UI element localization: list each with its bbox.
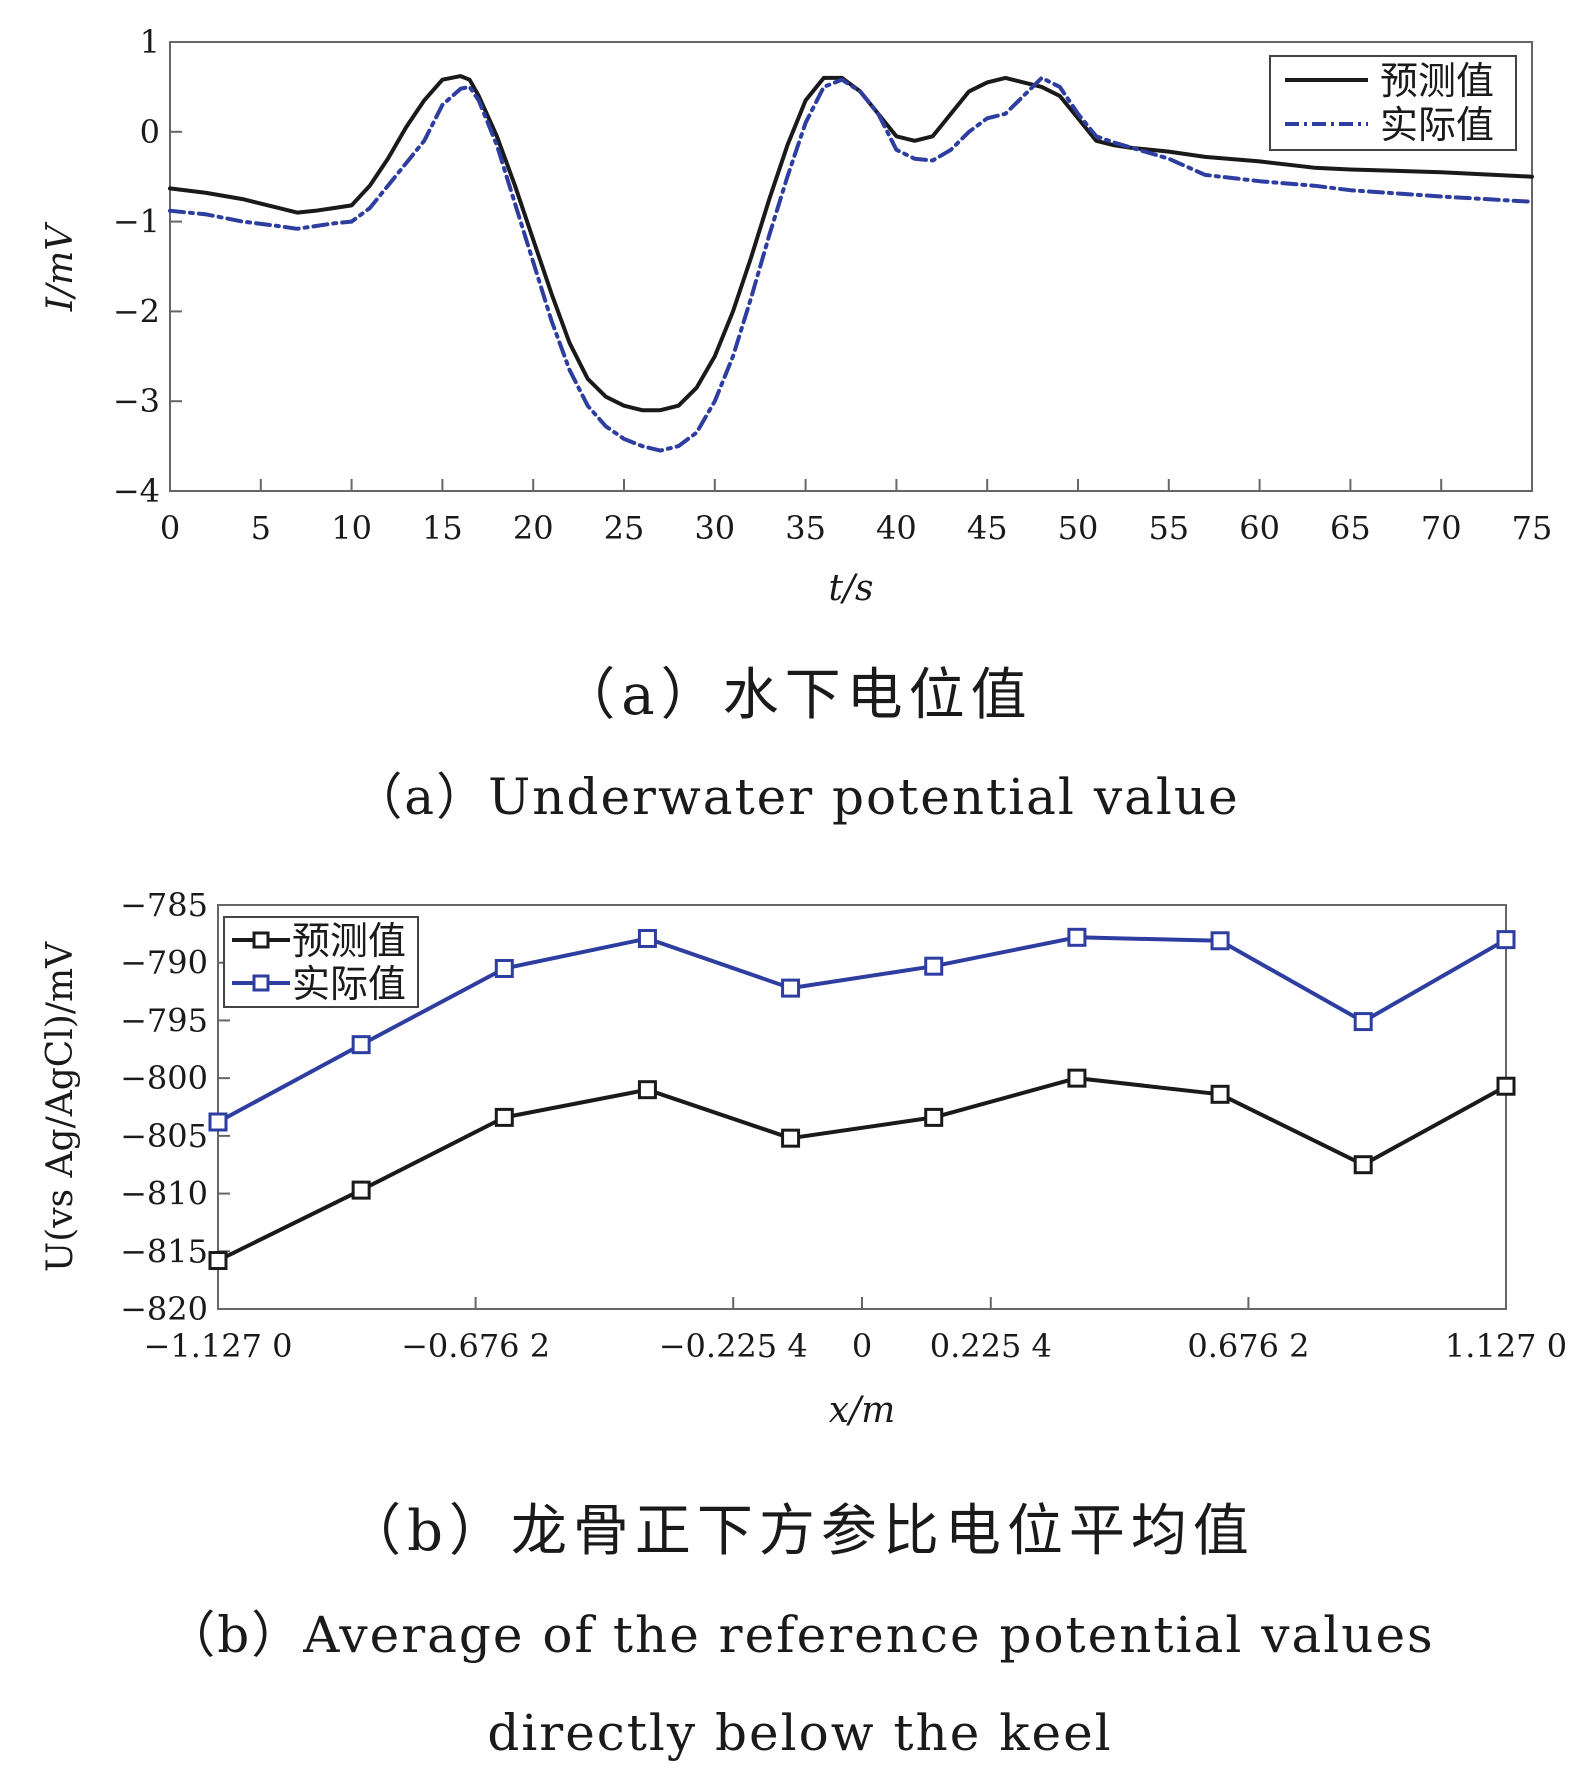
chart-b-data-point-actual [1353,1012,1373,1032]
chart-b-y-tick-label: −805 [120,1117,208,1155]
chart-a-x-tick-label: 70 [1421,509,1462,547]
chart-b-legend-label-predicted: 预测值 [292,919,406,963]
chart-a-caption-en: （a）Underwater potential value [352,768,1239,826]
chart-b-series-line-predicted [216,1076,1508,1263]
chart-a-x-tick-label: 20 [513,509,554,547]
chart-b-series-line-actual [216,935,1508,1124]
chart-a-x-tick-label: 60 [1239,509,1280,547]
chart-a-x-tick-label: 75 [1512,509,1553,547]
chart-b-data-point-predicted [1496,1076,1516,1096]
chart-b-x-axis-label: x/m [829,1390,896,1431]
chart-a-series-line-actual [168,75,1534,453]
chart-b-data-point-actual [351,1035,371,1055]
chart-b-y-tick-label: −815 [120,1232,208,1270]
chart-a-x-tick-label: 50 [1058,509,1099,547]
chart-b-y-tick-label: −800 [120,1059,208,1097]
chart-b-data-point-actual [924,956,944,976]
chart-a-series-line-predicted [168,74,1534,413]
chart-b-data-point-actual [1067,927,1087,947]
chart-b-x-tick-label: 0 [852,1327,872,1365]
chart-b-data-point-actual [637,928,657,948]
chart-b-data-point-predicted [1353,1155,1373,1175]
chart-a-x-tick-label: 10 [331,509,372,547]
chart-a-ticks [169,41,1533,492]
chart-b-y-tick-label: −795 [120,1001,208,1039]
chart-a-x-tick-label: 30 [694,509,735,547]
chart-a-y-tick-label: 0 [140,113,160,151]
chart-a-series-lines [168,74,1534,453]
chart-a-y-tick-label: −4 [113,472,160,510]
chart-b-x-tick-label: −1.127 0 [144,1327,293,1365]
chart-b-x-tick-label: 1.127 0 [1445,1327,1567,1365]
chart-b-y-tick-labels: −785 −790 −795 −800 −805 −810 −815 −820 [120,886,208,1328]
chart-b-data-point-predicted [1067,1068,1087,1088]
chart-b-legend-marker-predicted [252,931,270,949]
chart-a-legend-label-predicted: 预测值 [1380,59,1494,103]
chart-a-y-tick-labels: 1 0 −1 −2 −3 −4 [113,23,160,510]
chart-b-caption-zh: （b）龙骨正下方参比电位平均值 [345,1499,1255,1564]
chart-a-y-tick-label: −1 [113,203,160,241]
chart-a-x-tick-label: 40 [876,509,917,547]
chart-a-x-tick-labels: 0 5 10 15 20 25 30 35 40 45 50 55 60 65 70 75 [160,509,1553,547]
chart-a-plot-frame [169,41,1533,492]
chart-a-x-tick-label: 5 [251,509,271,547]
chart-a-x-tick-label: 15 [422,509,463,547]
chart-b-series-lines [208,927,1516,1271]
chart-b-x-tick-label: −0.225 4 [659,1327,808,1365]
chart-b-data-point-actual [494,958,514,978]
chart-a-underwater-potential: 0 5 10 15 20 25 30 35 40 45 50 55 60 65 70 75 10−1−2−3−… [40,23,1552,826]
chart-a-y-tick-label: −3 [113,382,160,420]
chart-b-data-point-predicted [351,1180,371,1200]
chart-a-x-axis-label: t/s [828,568,873,609]
chart-b-y-tick-label: −810 [120,1175,208,1213]
chart-a-caption-zh: （a）水下电位值 [559,663,1032,728]
chart-b-y-tick-label: −820 [120,1290,208,1328]
chart-a-x-tick-label: 45 [967,509,1008,547]
chart-b-data-point-actual [1210,931,1230,951]
chart-a-legend: 预测值 实际值 [1269,55,1517,151]
chart-b-data-point-predicted [494,1107,514,1127]
chart-a-legend-box [1269,55,1517,151]
chart-b-data-point-actual [208,1112,228,1132]
chart-a-y-axis-label: I/mV [40,221,81,312]
chart-b-data-point-predicted [208,1251,228,1271]
chart-b-caption-en-line2: directly below the keel [487,1704,1112,1762]
chart-b-legend: 预测值 实际值 [223,916,419,1008]
chart-b-data-point-predicted [781,1128,801,1148]
chart-a-legend-label-actual: 实际值 [1380,103,1494,147]
chart-b-legend-label-actual: 实际值 [292,962,406,1006]
chart-b-y-tick-label: −785 [120,886,208,924]
chart-b-x-tick-label: 0.225 4 [930,1327,1052,1365]
chart-a-x-tick-label: 55 [1148,509,1189,547]
chart-a-y-tick-label: 1 [140,23,160,61]
chart-a-x-tick-label: 0 [160,509,180,547]
chart-b-keel-reference-potential: −1.127 0 −0.676 2 −0.225 4 0 0.225 4 0.676 2 1… [40,886,1567,1762]
chart-b-data-point-predicted [924,1107,944,1127]
chart-b-y-tick-label: −790 [120,944,208,982]
chart-b-x-tick-label: 0.676 2 [1187,1327,1309,1365]
chart-b-caption-en-line1: （b）Average of the reference potential va… [165,1606,1434,1664]
chart-a-y-tick-label: −2 [113,292,160,330]
chart-b-x-tick-label: −0.676 2 [401,1327,550,1365]
chart-b-legend-marker-actual [252,974,270,992]
chart-b-data-point-predicted [637,1080,657,1100]
chart-a-x-tick-label: 25 [604,509,645,547]
chart-a-x-tick-label: 65 [1330,509,1371,547]
chart-b-data-point-actual [1496,930,1516,950]
chart-b-data-point-predicted [1210,1084,1230,1104]
chart-a-x-tick-label: 35 [785,509,826,547]
chart-b-data-point-actual [781,978,801,998]
chart-b-y-axis-label: U(vs Ag/AgCl)/mV [40,941,81,1272]
chart-b-x-tick-labels: −1.127 0 −0.676 2 −0.225 4 0 0.225 4 0.676 2 1… [144,1327,1568,1365]
